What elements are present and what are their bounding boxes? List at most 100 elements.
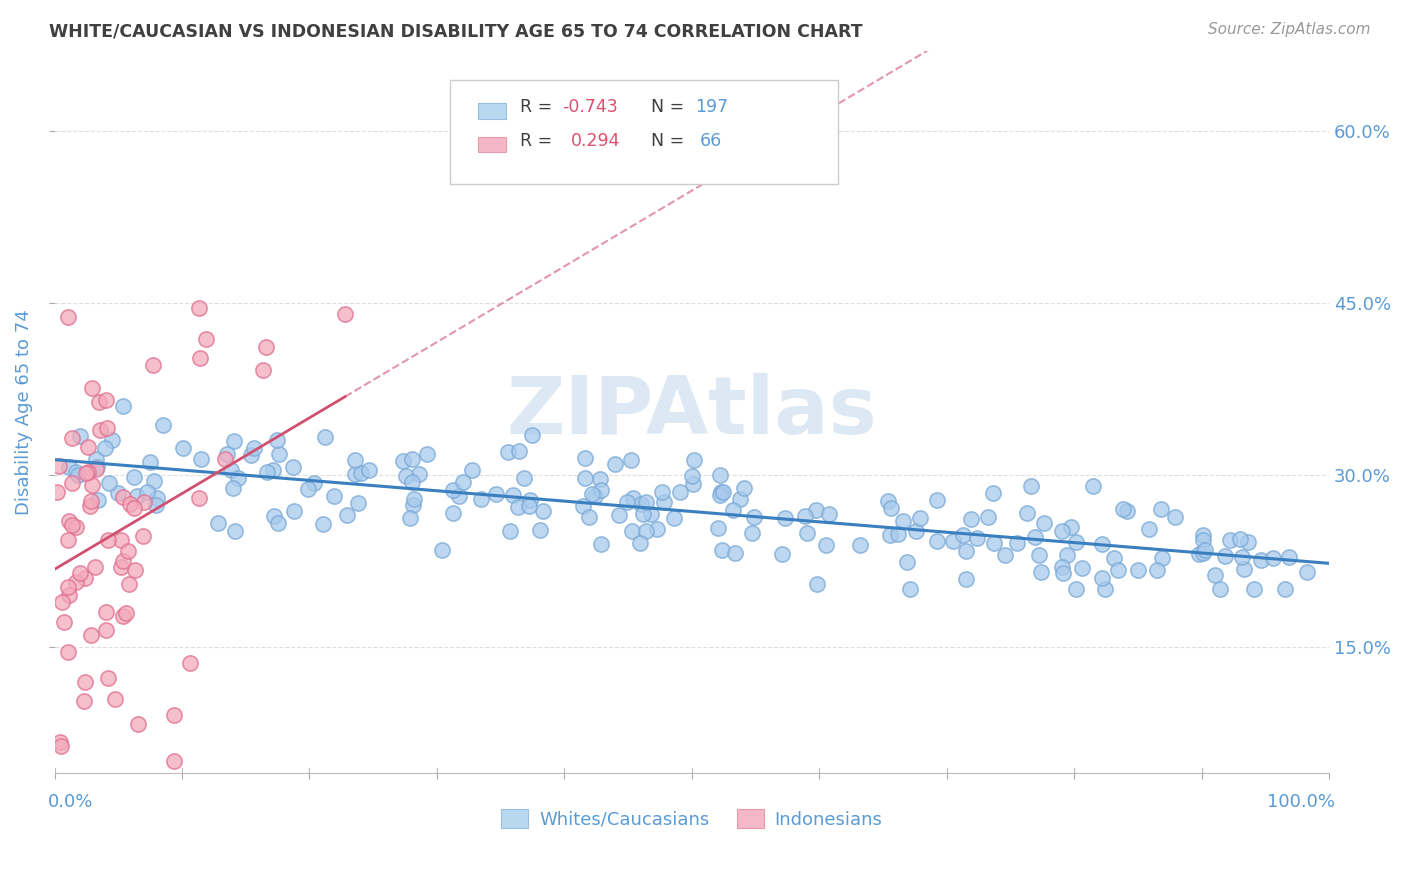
Point	[111, 491, 134, 505]
Point	[188, 491, 211, 506]
Point	[256, 465, 278, 479]
Point	[955, 573, 977, 587]
Point	[1031, 565, 1053, 579]
Point	[1094, 582, 1116, 597]
Point	[806, 503, 828, 517]
Point	[190, 451, 212, 466]
Point	[395, 468, 418, 483]
Point	[96, 623, 118, 637]
Point	[65, 466, 87, 480]
Point	[263, 508, 285, 523]
Point	[1296, 565, 1319, 579]
Point	[110, 533, 132, 548]
Point	[281, 459, 304, 474]
Point	[896, 555, 918, 569]
Point	[1230, 550, 1253, 565]
Point	[76, 465, 98, 479]
Point	[1024, 530, 1046, 544]
Point	[138, 455, 160, 469]
Point	[254, 340, 277, 354]
Point	[240, 448, 263, 462]
Point	[993, 548, 1015, 562]
FancyBboxPatch shape	[478, 103, 506, 119]
Point	[1112, 502, 1135, 516]
Point	[117, 544, 139, 558]
Point	[146, 491, 169, 505]
Point	[336, 508, 359, 522]
Point	[112, 608, 135, 623]
Point	[1261, 550, 1284, 565]
Text: Source: ZipAtlas.com: Source: ZipAtlas.com	[1208, 22, 1371, 37]
Point	[529, 524, 551, 538]
Point	[955, 544, 977, 558]
Point	[401, 451, 423, 466]
Point	[583, 489, 606, 503]
Point	[1033, 516, 1056, 531]
Point	[163, 708, 186, 723]
Point	[572, 499, 595, 513]
Point	[681, 468, 703, 483]
Point	[118, 576, 141, 591]
Point	[127, 717, 149, 731]
Point	[1005, 535, 1028, 549]
Point	[628, 536, 651, 550]
Point	[1081, 479, 1104, 493]
Point	[640, 508, 662, 522]
Point	[84, 451, 107, 466]
Point	[574, 471, 596, 485]
Point	[728, 491, 751, 506]
Point	[302, 476, 325, 491]
Point	[58, 514, 80, 528]
Point	[952, 527, 974, 541]
FancyBboxPatch shape	[450, 79, 838, 185]
Point	[267, 516, 290, 530]
Point	[122, 500, 145, 515]
Point	[344, 452, 367, 467]
Point	[1102, 551, 1125, 566]
Point	[620, 524, 643, 538]
Point	[73, 571, 96, 585]
Point	[499, 524, 522, 539]
Point	[977, 509, 1000, 524]
Point	[1150, 502, 1173, 516]
Point	[347, 496, 370, 510]
Point	[80, 381, 103, 395]
Point	[620, 453, 643, 467]
FancyBboxPatch shape	[478, 136, 506, 153]
Point	[1056, 548, 1078, 562]
Point	[402, 492, 425, 507]
Point	[591, 483, 613, 497]
Text: -0.743: -0.743	[562, 98, 617, 116]
Text: N =: N =	[651, 98, 690, 116]
Point	[207, 516, 229, 530]
Point	[517, 499, 540, 513]
Point	[502, 488, 524, 502]
Point	[432, 543, 454, 558]
Point	[1146, 563, 1168, 577]
Point	[616, 495, 638, 509]
Point	[711, 542, 734, 557]
Text: 0.294: 0.294	[571, 132, 620, 150]
Point	[742, 510, 765, 524]
Point	[46, 485, 69, 500]
Point	[69, 566, 91, 581]
Point	[96, 605, 118, 619]
Point	[226, 470, 249, 484]
Point	[222, 481, 245, 495]
Point	[683, 452, 706, 467]
Point	[634, 495, 657, 509]
Point	[441, 483, 464, 497]
Point	[58, 588, 80, 602]
Point	[322, 489, 344, 503]
Point	[775, 511, 797, 525]
Point	[519, 492, 541, 507]
Point	[1213, 549, 1236, 564]
Point	[887, 527, 910, 541]
Point	[73, 694, 96, 708]
Point	[333, 307, 356, 321]
Point	[80, 628, 103, 642]
Point	[1274, 582, 1296, 597]
Point	[111, 554, 134, 568]
Point	[252, 363, 274, 377]
Point	[1192, 528, 1215, 542]
